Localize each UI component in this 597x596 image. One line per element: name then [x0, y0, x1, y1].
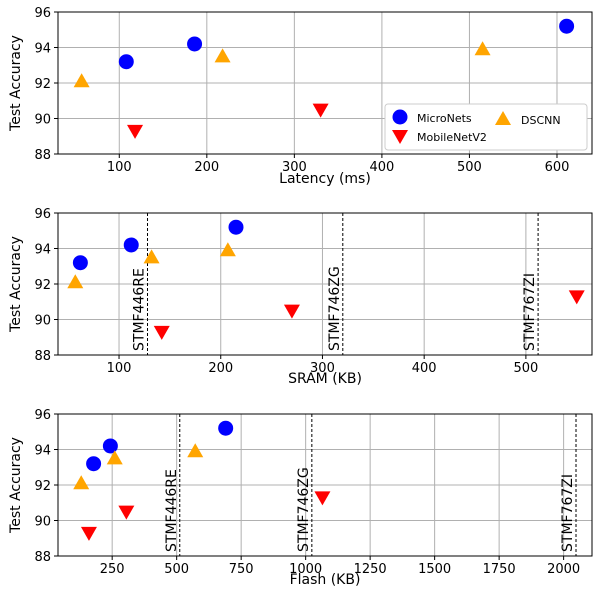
x-tick-label: 500 — [513, 361, 538, 376]
x-tick-label: 200 — [208, 361, 233, 376]
y-tick-label: 92 — [34, 278, 51, 293]
x-tick-label: 250 — [100, 562, 125, 577]
y-tick-label: 92 — [34, 77, 51, 92]
x-tick-label: 1000 — [289, 562, 322, 577]
x-axis-label: SRAM (KB) — [288, 371, 362, 387]
point-dscnn — [187, 443, 204, 458]
point-dscnn — [106, 450, 123, 465]
y-tick-label: 96 — [34, 6, 51, 21]
chart-panel-latency: 100 200 300 400 500 600 88 90 92 94 96 Latency (ms)… — [8, 6, 593, 187]
x-axis-label: Flash (KB) — [290, 572, 361, 588]
x-tick-label: 1250 — [354, 562, 387, 577]
y-tick-label: 90 — [34, 113, 51, 128]
y-tick-label: 96 — [34, 408, 51, 423]
x-tick-label: 1750 — [483, 562, 516, 577]
point-mobilenetv2 — [118, 505, 135, 520]
legend-label: MobileNetV2 — [417, 131, 487, 144]
legend-box — [384, 103, 588, 151]
vline-label: STMF746ZG — [327, 266, 343, 351]
y-tick-label: 92 — [34, 479, 51, 494]
y-tick-label: 94 — [34, 42, 51, 57]
x-tick-label: 400 — [369, 160, 394, 175]
y-tick-label: 88 — [34, 349, 51, 364]
y-tick-label: 88 — [34, 148, 51, 163]
point-micronets — [86, 456, 102, 472]
point-mobilenetv2 — [312, 103, 329, 118]
point-mobilenetv2 — [153, 325, 170, 340]
vline-label: STMF446RE — [132, 268, 148, 351]
point-dscnn — [73, 73, 90, 88]
legend-label: DSCNN — [521, 114, 561, 127]
point-dscnn — [67, 274, 84, 289]
point-mobilenetv2 — [127, 124, 144, 139]
legend: MicroNets MobileNetV2 DSCNN — [384, 103, 588, 151]
point-micronets — [187, 36, 203, 52]
y-tick-label: 94 — [34, 444, 51, 459]
y-tick-label: 88 — [34, 550, 51, 565]
vline-label: STMF746ZG — [296, 467, 312, 552]
vline-label: STMF446RE — [164, 469, 180, 552]
vline-label: STMF767ZI — [560, 474, 576, 552]
legend-marker-dscnn — [495, 111, 511, 125]
y-tick-label: 96 — [34, 207, 51, 222]
x-tick-label: 100 — [107, 160, 132, 175]
chart-panel-sram: STMF446RE STMF746ZG STMF767ZI 100 200 300 400 5… — [8, 207, 593, 387]
x-tick-label: 500 — [164, 562, 189, 577]
y-axis-label: Test Accuracy — [8, 35, 24, 132]
y-axis-label: Test Accuracy — [8, 236, 24, 333]
y-tick-label: 90 — [34, 314, 51, 329]
point-mobilenetv2 — [568, 290, 585, 305]
point-micronets — [228, 219, 244, 235]
point-mobilenetv2 — [80, 526, 97, 541]
x-tick-label: 500 — [457, 160, 482, 175]
x-axis-label: Latency (ms) — [279, 171, 371, 187]
point-dscnn — [214, 48, 231, 63]
point-micronets — [118, 54, 134, 70]
x-tick-label: 300 — [282, 160, 307, 175]
y-axis-label: Test Accuracy — [8, 437, 24, 534]
point-micronets — [123, 237, 139, 253]
y-tick-label: 90 — [34, 515, 51, 530]
x-tick-label: 400 — [412, 361, 437, 376]
point-dscnn — [73, 475, 90, 490]
point-micronets — [72, 255, 88, 271]
point-micronets — [218, 420, 234, 436]
point-mobilenetv2 — [314, 491, 331, 506]
x-tick-label: 750 — [229, 562, 254, 577]
point-micronets — [102, 438, 118, 454]
y-tick-label: 94 — [34, 243, 51, 258]
point-dscnn — [474, 41, 491, 56]
x-tick-label: 2000 — [547, 562, 580, 577]
vline-label: STMF767ZI — [522, 273, 538, 351]
point-dscnn — [143, 249, 160, 264]
legend-label: MicroNets — [417, 112, 472, 125]
point-mobilenetv2 — [283, 304, 300, 319]
x-tick-label: 600 — [545, 160, 570, 175]
chart-panel-flash: STMF446RE STMF746ZG STMF767ZI 250 500 750 1000… — [8, 408, 593, 588]
legend-marker-micronets — [392, 109, 408, 125]
x-tick-label: 200 — [194, 160, 219, 175]
point-micronets — [559, 18, 575, 34]
x-tick-label: 100 — [107, 361, 132, 376]
x-tick-label: 1500 — [418, 562, 451, 577]
x-tick-label: 300 — [310, 361, 335, 376]
legend-marker-mobilenetv2 — [392, 130, 408, 144]
point-dscnn — [219, 242, 236, 257]
